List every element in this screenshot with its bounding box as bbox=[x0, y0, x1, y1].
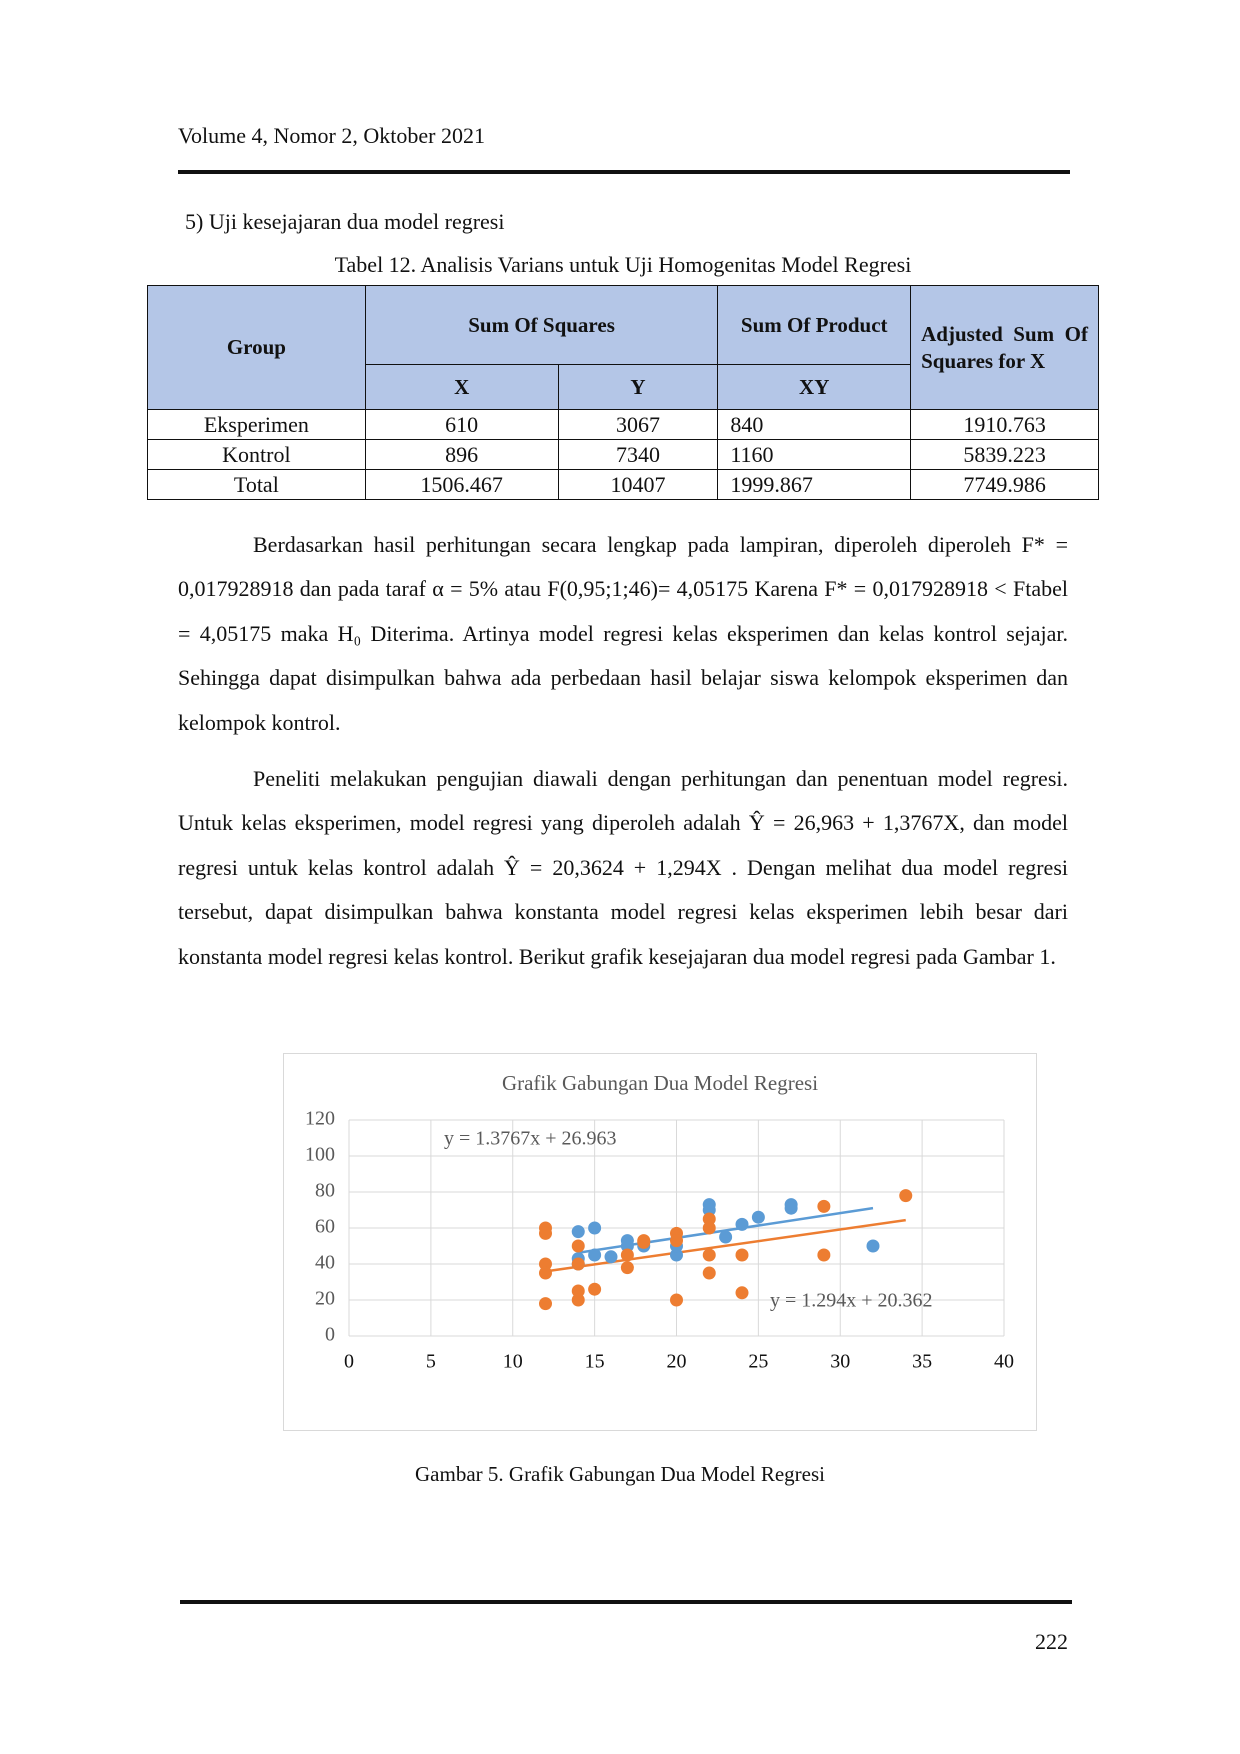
y-tick-label: 120 bbox=[305, 1108, 335, 1130]
trendline-equation: y = 1.294x + 20.362 bbox=[770, 1290, 933, 1312]
data-point bbox=[719, 1230, 733, 1244]
figure-caption: Gambar 5. Grafik Gabungan Dua Model Regr… bbox=[415, 1462, 825, 1486]
table-cell: 1160 bbox=[717, 439, 912, 470]
data-point bbox=[866, 1239, 880, 1253]
table-cell: Total bbox=[147, 469, 366, 500]
header-cell: Sum Of Squares bbox=[364, 285, 719, 365]
y-tick-label: 80 bbox=[315, 1180, 335, 1202]
data-point bbox=[817, 1199, 831, 1213]
table-cell: 840 bbox=[717, 409, 912, 440]
data-point bbox=[670, 1234, 683, 1248]
x-tick-label: 5 bbox=[426, 1351, 436, 1373]
footer-rule bbox=[180, 1600, 1072, 1604]
data-point bbox=[637, 1235, 651, 1249]
data-point bbox=[620, 1234, 634, 1248]
data-point bbox=[571, 1239, 585, 1253]
data-point bbox=[670, 1293, 683, 1307]
table-row: Total 1506.467 10407 1999.867 7749.986 bbox=[147, 469, 1099, 500]
trendline-equation: y = 1.3767x + 26.963 bbox=[444, 1128, 617, 1150]
data-point bbox=[735, 1286, 749, 1300]
data-point bbox=[539, 1297, 552, 1311]
y-tick-label: 20 bbox=[315, 1288, 335, 1310]
data-point bbox=[702, 1203, 716, 1217]
data-point bbox=[571, 1284, 585, 1298]
y-tick-label: 0 bbox=[325, 1324, 335, 1346]
table-cell: 896 bbox=[364, 439, 559, 470]
table-cell: 5839.223 bbox=[910, 439, 1099, 470]
x-tick-label: 15 bbox=[585, 1351, 605, 1373]
header-cell: Group bbox=[147, 285, 366, 410]
y-tick-label: 40 bbox=[315, 1252, 335, 1274]
data-point bbox=[702, 1212, 716, 1226]
table-cell: 1999.867 bbox=[717, 469, 912, 500]
table-cell: 7340 bbox=[557, 439, 719, 470]
x-tick-label: 0 bbox=[344, 1351, 354, 1373]
data-point bbox=[784, 1201, 798, 1215]
data-point bbox=[571, 1257, 585, 1271]
data-point bbox=[751, 1210, 765, 1224]
header-cell: Adjusted Sum Of Squares for X bbox=[910, 285, 1099, 410]
data-point bbox=[702, 1221, 716, 1235]
table-cell: Eksperimen bbox=[147, 409, 366, 440]
paragraph: Berdasarkan hasil perhitungan secara len… bbox=[178, 532, 1068, 735]
table-cell: 1910.763 bbox=[910, 409, 1099, 440]
data-point bbox=[817, 1248, 831, 1262]
anova-table: Group Sum Of Squares Sum Of Product Adju… bbox=[147, 285, 1099, 500]
header-cell: Sum Of Product bbox=[717, 285, 912, 365]
table-caption: Tabel 12. Analisis Varians untuk Uji Hom… bbox=[334, 252, 912, 277]
data-point bbox=[539, 1257, 552, 1271]
data-point bbox=[702, 1266, 716, 1280]
table-cell: 10407 bbox=[557, 469, 719, 500]
data-point bbox=[670, 1248, 683, 1262]
table-cell: Kontrol bbox=[147, 439, 366, 470]
table-row: Kontrol 896 7340 1160 5839.223 bbox=[147, 439, 1099, 470]
trendline bbox=[545, 1218, 906, 1273]
table-row: Eksperimen 610 3067 840 1910.763 bbox=[147, 409, 1099, 440]
paragraph: Peneliti melakukan pengujian diawali den… bbox=[178, 766, 1068, 969]
running-header: Volume 4, Nomor 2, Oktober 2021 bbox=[178, 123, 485, 148]
x-tick-label: 35 bbox=[912, 1351, 932, 1373]
header-cell: X bbox=[364, 364, 559, 410]
table-cell: 7749.986 bbox=[910, 469, 1099, 500]
x-tick-label: 20 bbox=[667, 1351, 687, 1373]
table-cell: 1506.467 bbox=[364, 469, 559, 500]
header-cell: Y bbox=[557, 364, 719, 410]
data-point bbox=[899, 1189, 913, 1203]
data-point bbox=[604, 1250, 618, 1264]
chart-title: Grafik Gabungan Dua Model Regresi bbox=[502, 1071, 818, 1095]
section-heading: 5) Uji kesejajaran dua model regresi bbox=[185, 209, 505, 234]
chart: Grafik Gabungan Dua Model Regresi 0 20 40 6… bbox=[283, 1053, 1037, 1431]
data-point bbox=[735, 1248, 749, 1262]
x-tick-label: 25 bbox=[748, 1351, 768, 1373]
header-rule bbox=[178, 170, 1070, 174]
x-tick-label: 30 bbox=[830, 1351, 850, 1373]
page-number: 222 bbox=[1035, 1629, 1068, 1654]
y-tick-label: 100 bbox=[305, 1144, 335, 1166]
x-tick-label: 40 bbox=[994, 1351, 1014, 1373]
data-point bbox=[571, 1293, 585, 1307]
data-point bbox=[588, 1221, 602, 1235]
chart-frame bbox=[283, 1053, 1037, 1431]
y-tick-label: 60 bbox=[315, 1216, 335, 1238]
data-point bbox=[702, 1248, 716, 1262]
data-point bbox=[588, 1282, 602, 1296]
header-cell: XY bbox=[717, 364, 912, 410]
data-point bbox=[539, 1266, 552, 1280]
data-point bbox=[620, 1261, 634, 1275]
data-point bbox=[539, 1226, 552, 1240]
data-point bbox=[588, 1248, 602, 1262]
data-point bbox=[620, 1248, 634, 1262]
data-point bbox=[571, 1225, 585, 1239]
data-point bbox=[735, 1217, 749, 1231]
x-tick-label: 10 bbox=[503, 1351, 523, 1373]
table-cell: 610 bbox=[364, 409, 559, 440]
table-cell: 3067 bbox=[557, 409, 719, 440]
